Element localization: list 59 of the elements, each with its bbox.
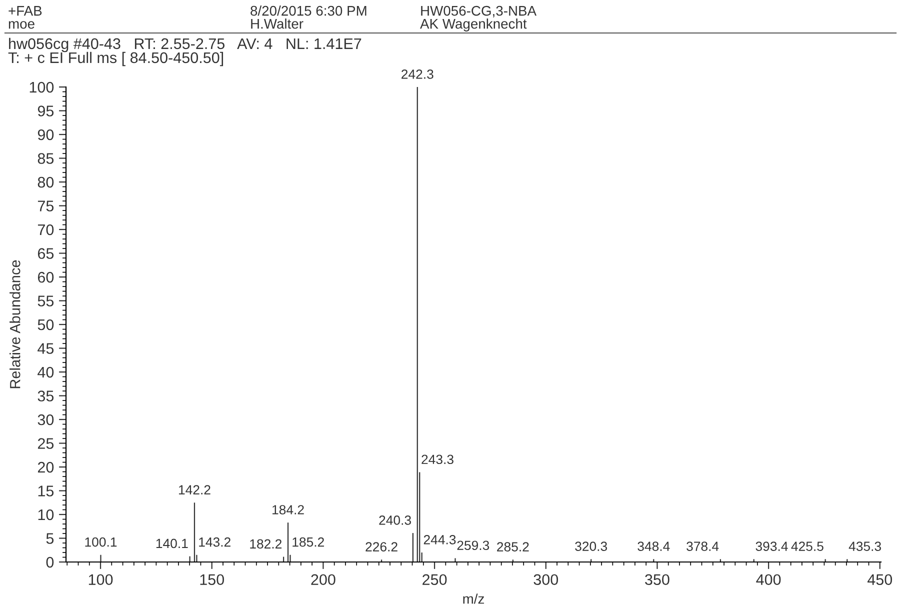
- y-tick-label: 70: [38, 224, 54, 236]
- y-tick-label: 100: [30, 82, 54, 93]
- annotation: 378.4: [686, 542, 719, 551]
- x-tick-label: 400: [756, 574, 781, 586]
- y-tick-label: 5: [46, 533, 54, 544]
- x-axis-title: m/z: [463, 594, 484, 604]
- x-tick-label: 450: [867, 574, 892, 586]
- y-tick-label: 75: [38, 200, 54, 212]
- y-tick-label: 90: [38, 129, 54, 140]
- text: moe: [8, 21, 34, 29]
- annotation: 259.3: [457, 540, 490, 550]
- text: hw056cg #40-43 RT: 2.55-2.75 AV: 4 NL: 1.41E7: [9, 38, 362, 52]
- y-tick-label: 10: [38, 509, 54, 520]
- x-tick-label: 200: [311, 574, 336, 586]
- annotation: 393.4: [756, 542, 788, 551]
- annotation: 140.1: [156, 538, 188, 548]
- annotation: 226.2: [366, 542, 398, 552]
- x-tick-label: 150: [200, 574, 224, 586]
- annotation: 285.2: [497, 542, 529, 552]
- y-tick-label: 85: [38, 153, 54, 164]
- y-tick-label: 0: [46, 556, 54, 568]
- text: +FAB: [8, 6, 42, 16]
- x-tick-label: 250: [422, 574, 447, 586]
- annotation: 244.3: [424, 534, 456, 544]
- annotation: 435.3: [848, 542, 881, 551]
- y-tick-label: 80: [38, 176, 54, 188]
- text: AK Wagenknecht: [420, 18, 527, 32]
- text: H.Walter: [251, 18, 304, 29]
- text: 8/20/2015 6:30 PM: [250, 6, 366, 16]
- y-tick-label: 40: [38, 366, 54, 378]
- y-tick-label: 55: [38, 296, 54, 306]
- y-tick-label: 60: [38, 272, 54, 283]
- y-tick-label: 45: [38, 343, 54, 354]
- text: HW056-CG,3-NBA: [421, 6, 537, 18]
- y-axis-title: Relative Abundance: [10, 260, 20, 388]
- annotation: 184.2: [272, 505, 304, 514]
- y-tick-label: 30: [38, 414, 54, 426]
- annotation: 425.5: [791, 542, 824, 551]
- y-tick-label: 50: [38, 319, 54, 330]
- annotation: 142.2: [178, 485, 210, 494]
- annotation: 100.1: [85, 537, 117, 547]
- x-tick-label: 300: [534, 574, 558, 586]
- y-tick-label: 95: [38, 106, 54, 116]
- x-tick-label: 100: [88, 574, 113, 586]
- y-tick-label: 25: [38, 438, 54, 449]
- x-tick-label: 350: [645, 574, 670, 586]
- annotation: 185.2: [292, 537, 324, 547]
- text: T: + c EI Full ms [ 84.50-450.50]: [8, 52, 224, 66]
- annotation: 143.2: [199, 537, 230, 547]
- annotation: 348.4: [638, 542, 670, 551]
- y-tick-label: 35: [38, 390, 54, 402]
- annotation: 240.3: [379, 516, 411, 525]
- annotation: 242.3: [402, 69, 434, 79]
- y-tick-label: 65: [38, 248, 54, 259]
- annotation: 182.2: [250, 539, 282, 549]
- y-tick-label: 20: [38, 462, 54, 473]
- annotation: 243.3: [422, 454, 454, 464]
- annotation: 320.3: [575, 542, 608, 551]
- y-tick-label: 15: [38, 486, 54, 496]
